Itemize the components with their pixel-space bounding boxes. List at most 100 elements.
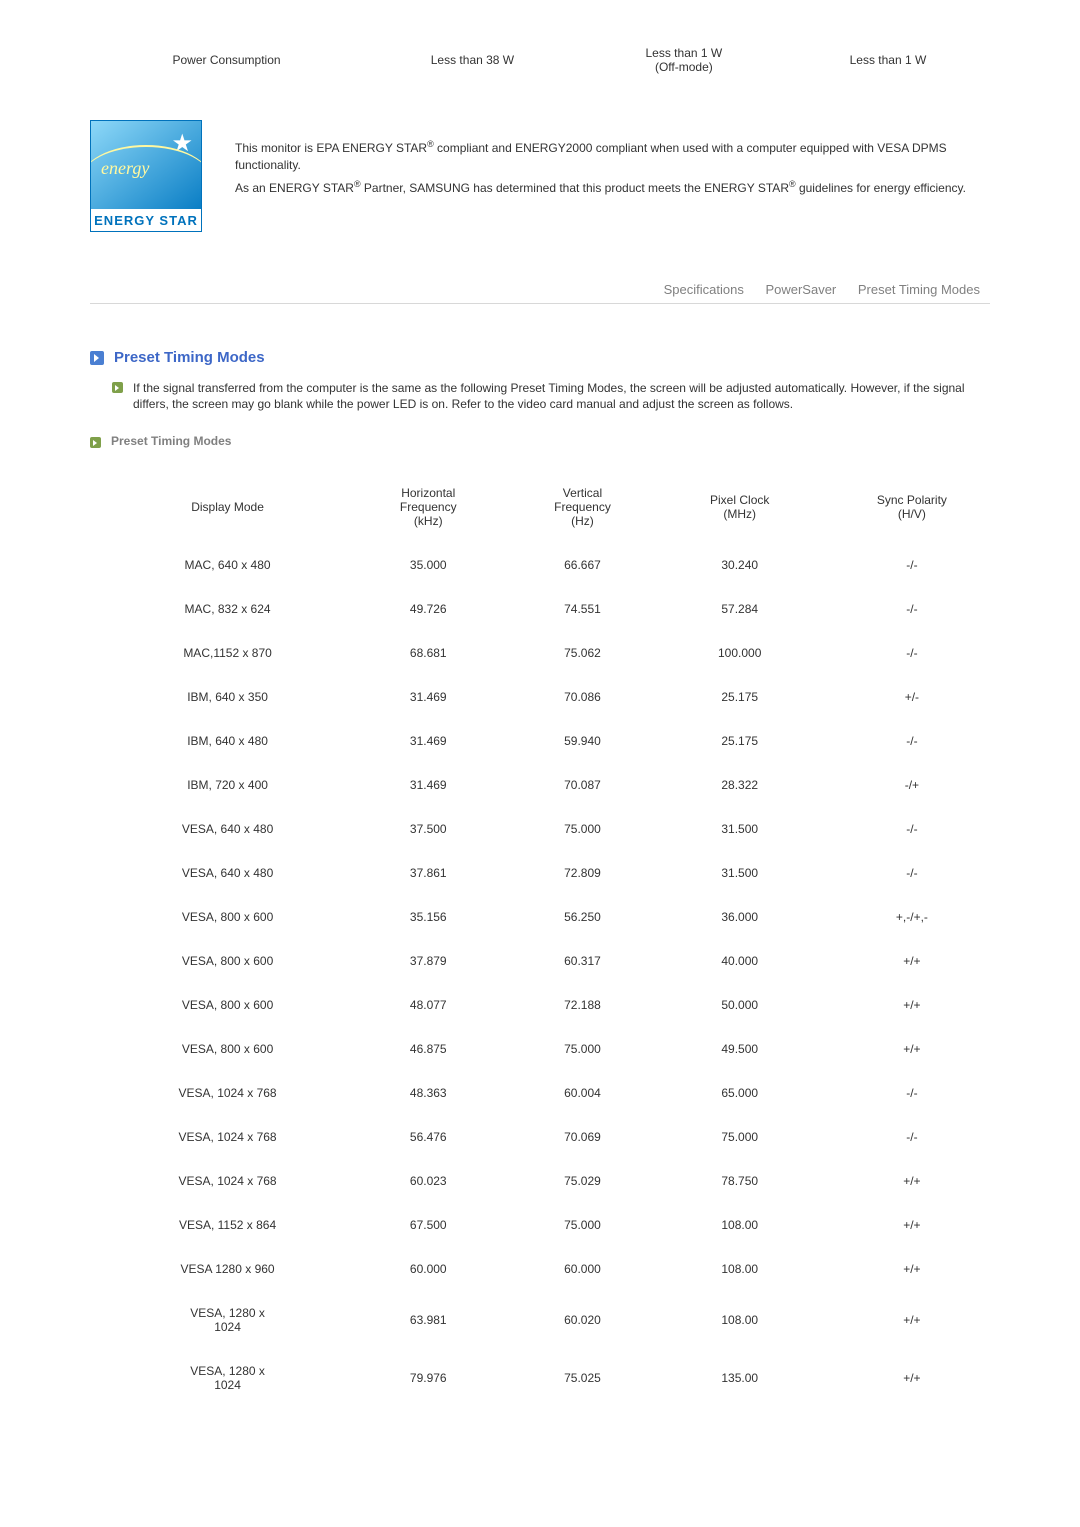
cell-vf: 72.188: [505, 994, 659, 1016]
cell-pc: 49.500: [660, 1038, 820, 1060]
energy-star-text: This monitor is EPA ENERGY STAR® complia…: [235, 120, 990, 196]
table-row: IBM, 720 x 40031.46970.08728.322-/+: [104, 774, 1004, 796]
th-vfreq: Vertical Frequency (Hz): [505, 482, 659, 532]
table-row: MAC,1152 x 87068.68175.062100.000-/-: [104, 642, 1004, 664]
power-consumption-table: Power Consumption Less than 38 W Less th…: [90, 40, 990, 80]
cell-hf: 37.879: [351, 950, 505, 972]
reg-3: ®: [789, 179, 796, 189]
cell-pc: 65.000: [660, 1082, 820, 1104]
cell-pc: 50.000: [660, 994, 820, 1016]
cell-pc: 30.240: [660, 554, 820, 576]
cell-hf: 37.861: [351, 862, 505, 884]
energy-star-logo-sky: ★ energy: [91, 121, 201, 209]
cell-mode: MAC, 832 x 624: [104, 598, 351, 620]
cell-sp: +/+: [820, 1302, 1004, 1338]
cell-mode: VESA, 640 x 480: [104, 862, 351, 884]
section-head: Preset Timing Modes: [90, 349, 990, 366]
cell-hf: 56.476: [351, 1126, 505, 1148]
cell-vf: 70.087: [505, 774, 659, 796]
cell-pc: 135.00: [660, 1360, 820, 1396]
cell-sp: -/-: [820, 730, 1004, 752]
energy-band: ENERGY STAR: [91, 209, 201, 231]
cell-sp: +/-: [820, 686, 1004, 708]
power-c3: Less than 1 W: [786, 40, 990, 80]
table-row: VESA, 1280 x102463.98160.020108.00+/+: [104, 1302, 1004, 1338]
power-c1: Less than 38 W: [363, 40, 582, 80]
cell-pc: 28.322: [660, 774, 820, 796]
cell-sp: +/+: [820, 1258, 1004, 1280]
subhead-label: Preset Timing Modes: [111, 434, 231, 448]
th-vfreq-l3: (Hz): [571, 514, 594, 528]
mini-arrow-icon-2: [90, 437, 101, 448]
th-pc-l2: (MHz): [723, 507, 756, 521]
cell-hf: 35.156: [351, 906, 505, 928]
table-row: MAC, 640 x 48035.00066.66730.240-/-: [104, 554, 1004, 576]
arrow-bullet-icon: [90, 351, 104, 365]
cell-pc: 108.00: [660, 1302, 820, 1338]
cell-vf: 75.029: [505, 1170, 659, 1192]
cell-hf: 48.363: [351, 1082, 505, 1104]
th-sync-l2: (H/V): [898, 507, 926, 521]
table-row: VESA, 800 x 60046.87575.00049.500+/+: [104, 1038, 1004, 1060]
table-row: VESA, 800 x 60048.07772.18850.000+/+: [104, 994, 1004, 1016]
section-title: Preset Timing Modes: [114, 349, 265, 366]
tab-bar: Specifications PowerSaver Preset Timing …: [90, 282, 990, 304]
note-text: If the signal transferred from the compu…: [133, 380, 990, 412]
cell-sp: -/-: [820, 554, 1004, 576]
cell-vf: 70.086: [505, 686, 659, 708]
mini-arrow-icon: [112, 382, 123, 393]
cell-vf: 60.004: [505, 1082, 659, 1104]
cell-hf: 49.726: [351, 598, 505, 620]
cell-mode: VESA, 800 x 600: [104, 994, 351, 1016]
cell-pc: 40.000: [660, 950, 820, 972]
cell-pc: 100.000: [660, 642, 820, 664]
cell-vf: 75.062: [505, 642, 659, 664]
cell-sp: -/-: [820, 1126, 1004, 1148]
cell-vf: 70.069: [505, 1126, 659, 1148]
table-row: VESA 1280 x 96060.00060.000108.00+/+: [104, 1258, 1004, 1280]
cell-pc: 75.000: [660, 1126, 820, 1148]
cell-pc: 108.00: [660, 1258, 820, 1280]
energy-star-box: ★ energy ENERGY STAR This monitor is EPA…: [90, 120, 990, 232]
energy-curve: [91, 145, 201, 187]
et-l2a: As an ENERGY STAR: [235, 181, 354, 195]
cell-hf: 37.500: [351, 818, 505, 840]
cell-mode: IBM, 640 x 480: [104, 730, 351, 752]
table-row: VESA, 640 x 48037.86172.80931.500-/-: [104, 862, 1004, 884]
cell-sp: -/-: [820, 598, 1004, 620]
cell-sp: +/+: [820, 1360, 1004, 1396]
th-sync: Sync Polarity (H/V): [820, 482, 1004, 532]
table-row: VESA, 1024 x 76860.02375.02978.750+/+: [104, 1170, 1004, 1192]
cell-mode: VESA, 1024 x 768: [104, 1126, 351, 1148]
subhead-row: Preset Timing Modes: [90, 434, 990, 448]
cell-vf: 75.025: [505, 1360, 659, 1396]
cell-mode: VESA, 800 x 600: [104, 906, 351, 928]
cell-mode: VESA, 1152 x 864: [104, 1214, 351, 1236]
power-c2-l1: Less than 1 W: [646, 46, 723, 60]
tab-specifications[interactable]: Specifications: [664, 282, 744, 297]
preset-timing-table: Display Mode Horizontal Frequency (kHz) …: [104, 460, 1004, 1418]
cell-vf: 66.667: [505, 554, 659, 576]
cell-vf: 60.000: [505, 1258, 659, 1280]
tab-powersaver[interactable]: PowerSaver: [765, 282, 836, 297]
cell-sp: +/+: [820, 994, 1004, 1016]
cell-sp: -/-: [820, 818, 1004, 840]
cell-hf: 31.469: [351, 774, 505, 796]
cell-pc: 57.284: [660, 598, 820, 620]
cell-sp: -/-: [820, 862, 1004, 884]
cell-sp: +/+: [820, 1170, 1004, 1192]
cell-vf: 56.250: [505, 906, 659, 928]
cell-sp: -/-: [820, 642, 1004, 664]
tab-preset-timing-modes[interactable]: Preset Timing Modes: [858, 282, 980, 297]
power-label: Power Consumption: [90, 40, 363, 80]
th-vfreq-l2: Frequency: [554, 500, 611, 514]
table-row: IBM, 640 x 35031.46970.08625.175+/-: [104, 686, 1004, 708]
cell-mode: MAC, 640 x 480: [104, 554, 351, 576]
cell-pc: 78.750: [660, 1170, 820, 1192]
cell-sp: -/+: [820, 774, 1004, 796]
cell-sp: +/+: [820, 950, 1004, 972]
cell-mode: MAC,1152 x 870: [104, 642, 351, 664]
et-l2b: Partner, SAMSUNG has determined that thi…: [361, 181, 789, 195]
cell-vf: 74.551: [505, 598, 659, 620]
cell-pc: 108.00: [660, 1214, 820, 1236]
